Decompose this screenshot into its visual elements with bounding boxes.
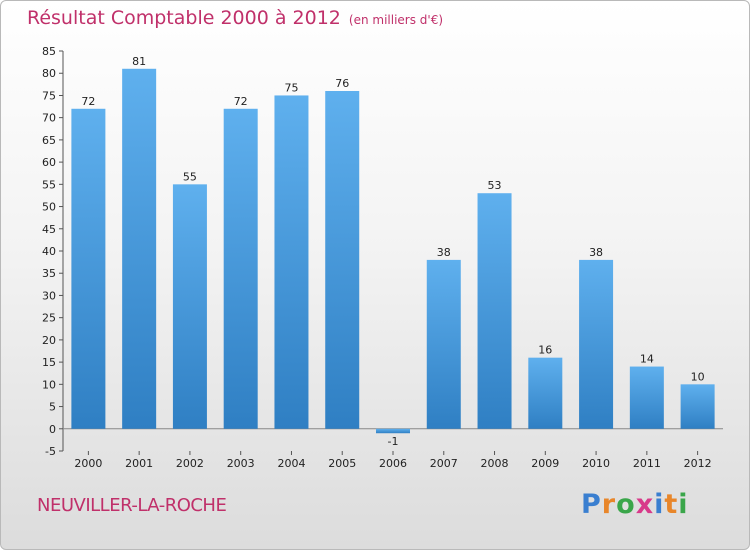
chart-title-block: Résultat Comptable 2000 à 2012 (en millie… (27, 7, 443, 29)
proxiti-logo: Proxiti (581, 489, 689, 520)
data-label-2003: 72 (234, 95, 248, 108)
y-tick-label: 40 (42, 245, 56, 258)
commune-name: NEUVILLER-LA-ROCHE (37, 495, 227, 516)
logo-letter: P (581, 489, 602, 520)
bar-2003 (223, 108, 258, 429)
data-label-2008: 53 (488, 179, 502, 192)
x-tick-label-2009: 2009 (531, 457, 559, 470)
bar-2012 (680, 384, 715, 429)
y-tick-label: 80 (42, 67, 56, 80)
x-tick-label-2000: 2000 (74, 457, 102, 470)
x-tick-label-2006: 2006 (379, 457, 407, 470)
data-label-2010: 38 (589, 246, 603, 259)
data-label-2012: 10 (691, 370, 705, 383)
y-tick-label: -5 (45, 445, 56, 458)
x-tick-label-2003: 2003 (227, 457, 255, 470)
bar-2009 (528, 357, 563, 429)
bar-2002 (172, 184, 207, 429)
data-label-2011: 14 (640, 353, 654, 366)
logo-letter: x (635, 489, 655, 520)
x-tick-label-2004: 2004 (277, 457, 305, 470)
x-tick-label-2002: 2002 (176, 457, 204, 470)
x-tick-label-2008: 2008 (481, 457, 509, 470)
y-tick-label: 45 (42, 223, 56, 236)
x-tick-label-2010: 2010 (582, 457, 610, 470)
logo-letter: o (616, 489, 636, 520)
y-tick-label: 50 (42, 201, 56, 214)
x-tick-label-2012: 2012 (684, 457, 712, 470)
logo-letter: i (654, 489, 665, 520)
bar-2008 (477, 193, 512, 429)
logo-letter: t (664, 489, 679, 520)
y-tick-label: 10 (42, 378, 56, 391)
logo-letter: i (678, 489, 689, 520)
data-label-2000: 72 (81, 95, 95, 108)
y-tick-label: 0 (49, 423, 56, 436)
data-label-2006: -1 (388, 435, 399, 448)
data-label-2005: 76 (335, 77, 349, 90)
bar-2007 (426, 259, 461, 429)
y-tick-label: 25 (42, 312, 56, 325)
y-tick-label: 5 (49, 401, 56, 414)
bar-2006 (376, 428, 410, 434)
data-label-2001: 81 (132, 55, 146, 68)
bar-2011 (629, 366, 664, 429)
bar-2010 (579, 259, 614, 429)
y-tick-label: 55 (42, 178, 56, 191)
data-label-2007: 38 (437, 246, 451, 259)
y-tick-label: 30 (42, 289, 56, 302)
y-tick-label: 85 (42, 45, 56, 58)
data-label-2004: 75 (284, 81, 298, 94)
bar-2000 (71, 108, 106, 429)
data-label-2009: 16 (538, 344, 552, 357)
x-tick-label-2005: 2005 (328, 457, 356, 470)
y-tick-label: 75 (42, 89, 56, 102)
x-tick-label-2001: 2001 (125, 457, 153, 470)
logo-letter: r (601, 489, 617, 520)
x-tick-label-2011: 2011 (633, 457, 661, 470)
y-tick-label: 20 (42, 334, 56, 347)
data-label-2002: 55 (183, 170, 197, 183)
x-tick-label-2007: 2007 (430, 457, 458, 470)
bar-2004 (274, 95, 309, 429)
bar-2005 (325, 91, 360, 429)
chart-subtitle: (en milliers d'€) (348, 13, 444, 27)
y-tick-label: 60 (42, 156, 56, 169)
bar-2001 (122, 68, 157, 429)
y-tick-label: 35 (42, 267, 56, 280)
y-tick-label: 70 (42, 112, 56, 125)
chart-title: Résultat Comptable 2000 à 2012 (27, 7, 341, 29)
y-tick-label: 15 (42, 356, 56, 369)
y-tick-label: 65 (42, 134, 56, 147)
